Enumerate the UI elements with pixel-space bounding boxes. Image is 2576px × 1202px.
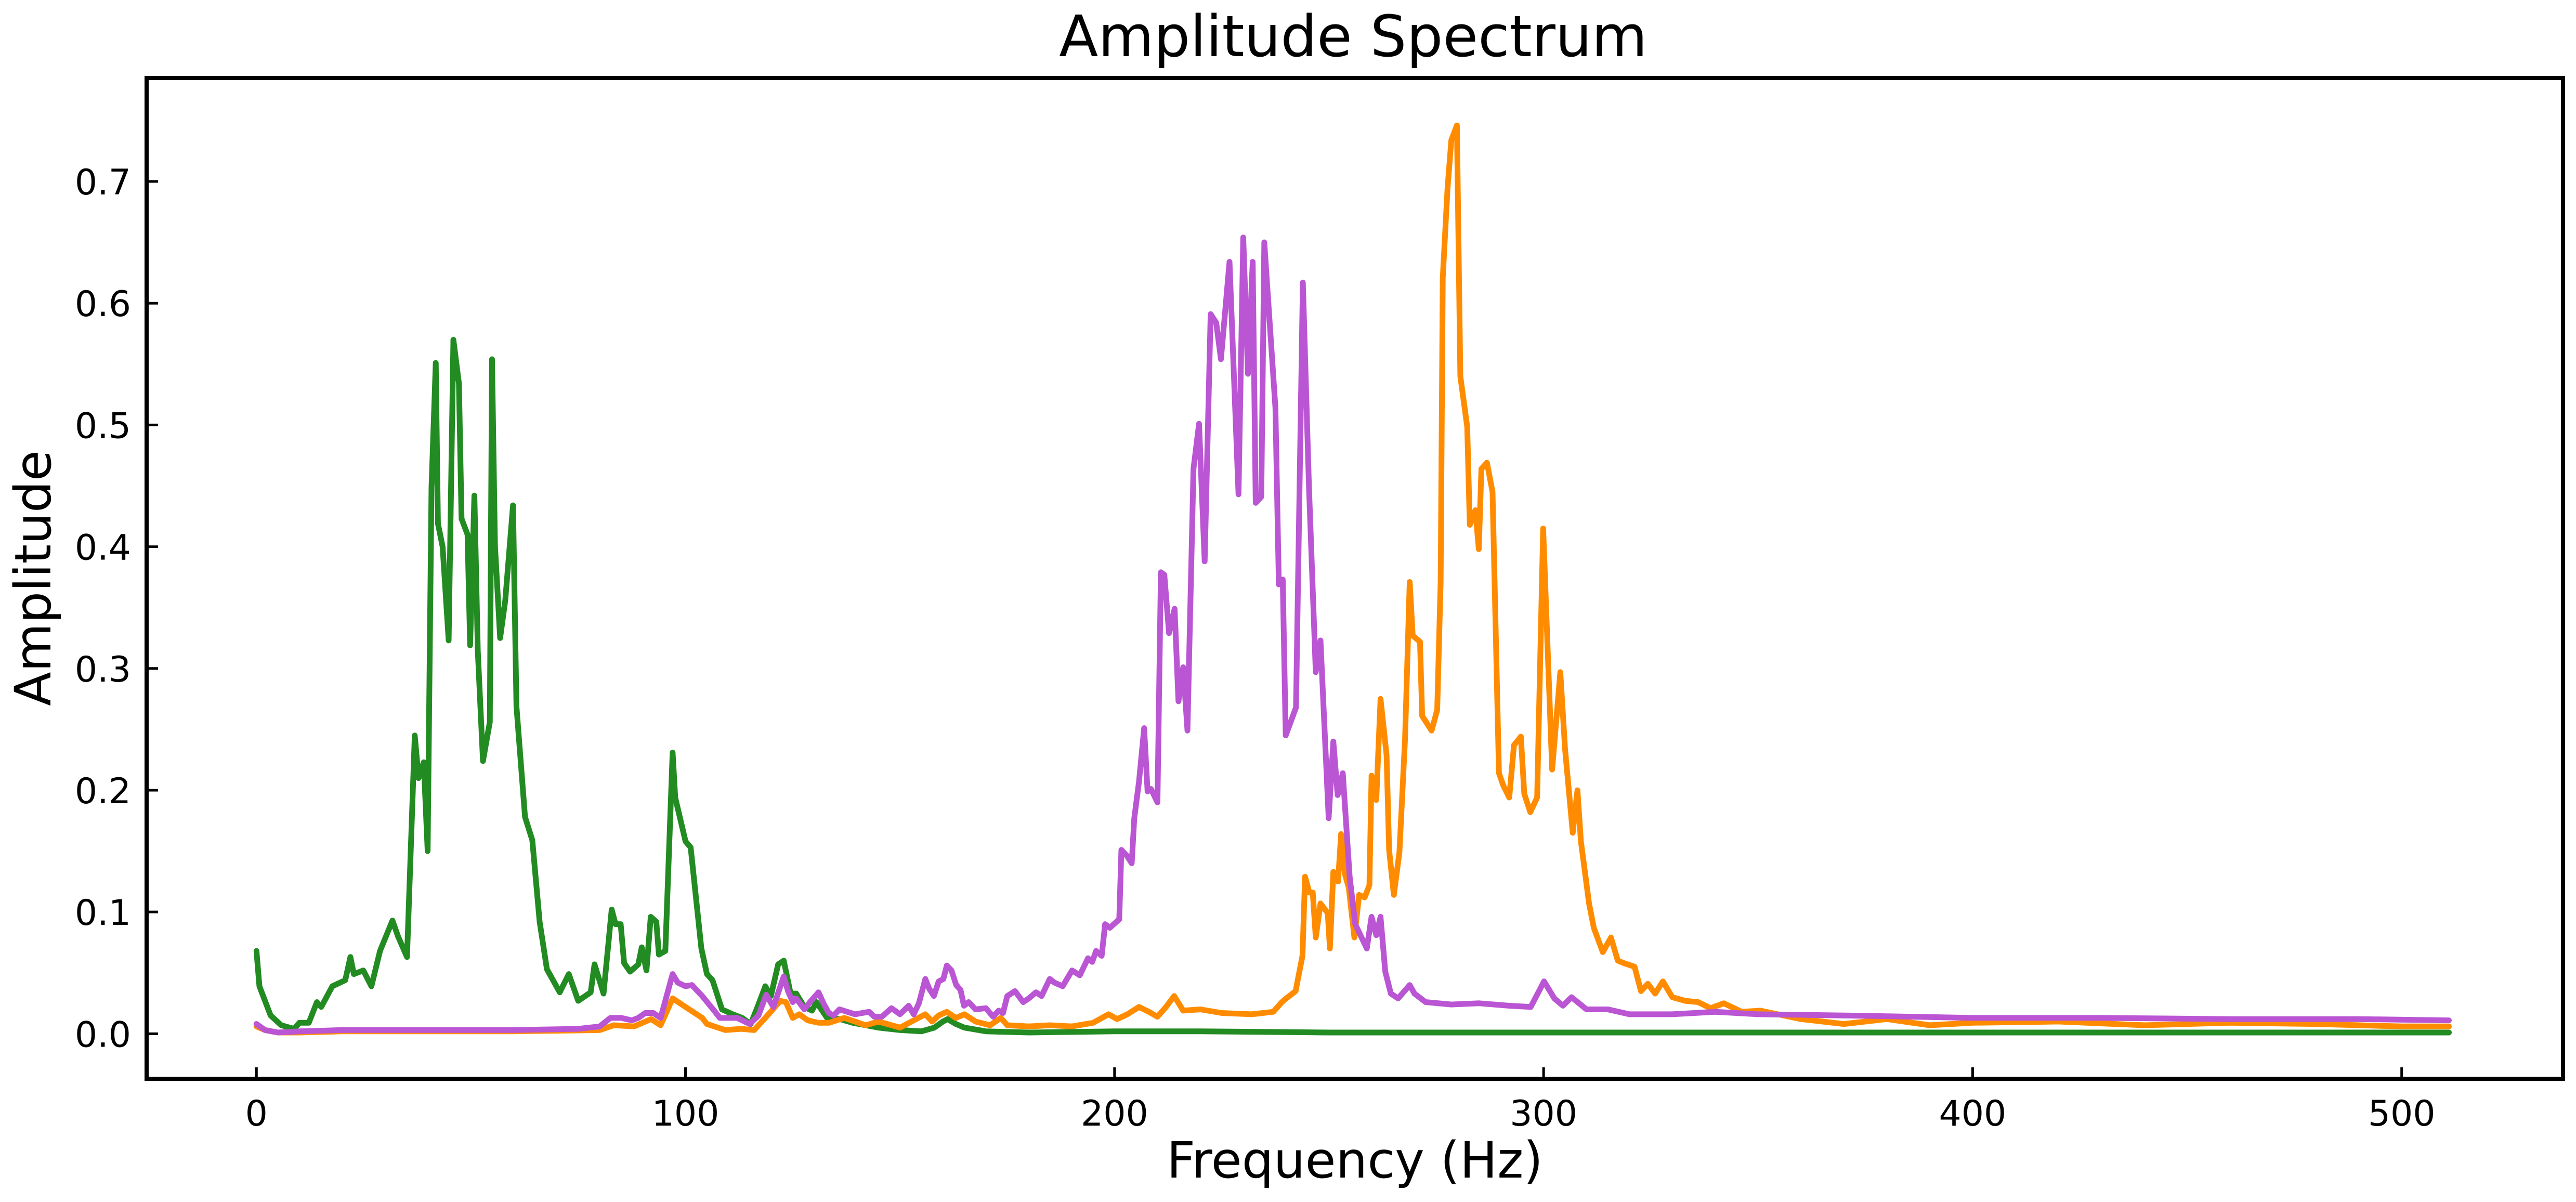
y-axis-label: Amplitude — [4, 450, 62, 706]
x-tick-label: 100 — [652, 1093, 720, 1134]
chart-title: Amplitude Spectrum — [1059, 3, 1647, 70]
x-axis-ticks: 0 100 200 300 400 500 — [245, 1067, 2436, 1134]
x-tick-label: 500 — [2368, 1093, 2436, 1134]
series-layer — [253, 122, 2452, 1036]
y-tick-label: 0.5 — [75, 406, 131, 447]
y-tick-label: 0.0 — [75, 1014, 131, 1055]
y-tick-label: 0.2 — [75, 771, 131, 812]
plot-frame — [145, 76, 2565, 1081]
x-tick-label: 400 — [1939, 1093, 2007, 1134]
y-tick-label: 0.1 — [75, 893, 131, 934]
y-tick-label: 0.7 — [75, 162, 131, 203]
series-purple-line — [253, 234, 2452, 1036]
y-axis-ticks: 0.0 0.1 0.2 0.3 0.4 0.5 0.6 0.7 — [75, 162, 158, 1055]
x-axis-label: Frequency (Hz) — [1167, 1131, 1543, 1190]
x-tick-label: 200 — [1081, 1093, 1148, 1134]
y-tick-label: 0.4 — [75, 528, 131, 569]
x-tick-label: 300 — [1510, 1093, 1577, 1134]
y-tick-label: 0.6 — [75, 284, 131, 325]
x-tick-label: 0 — [245, 1093, 268, 1134]
y-tick-label: 0.3 — [75, 649, 131, 690]
